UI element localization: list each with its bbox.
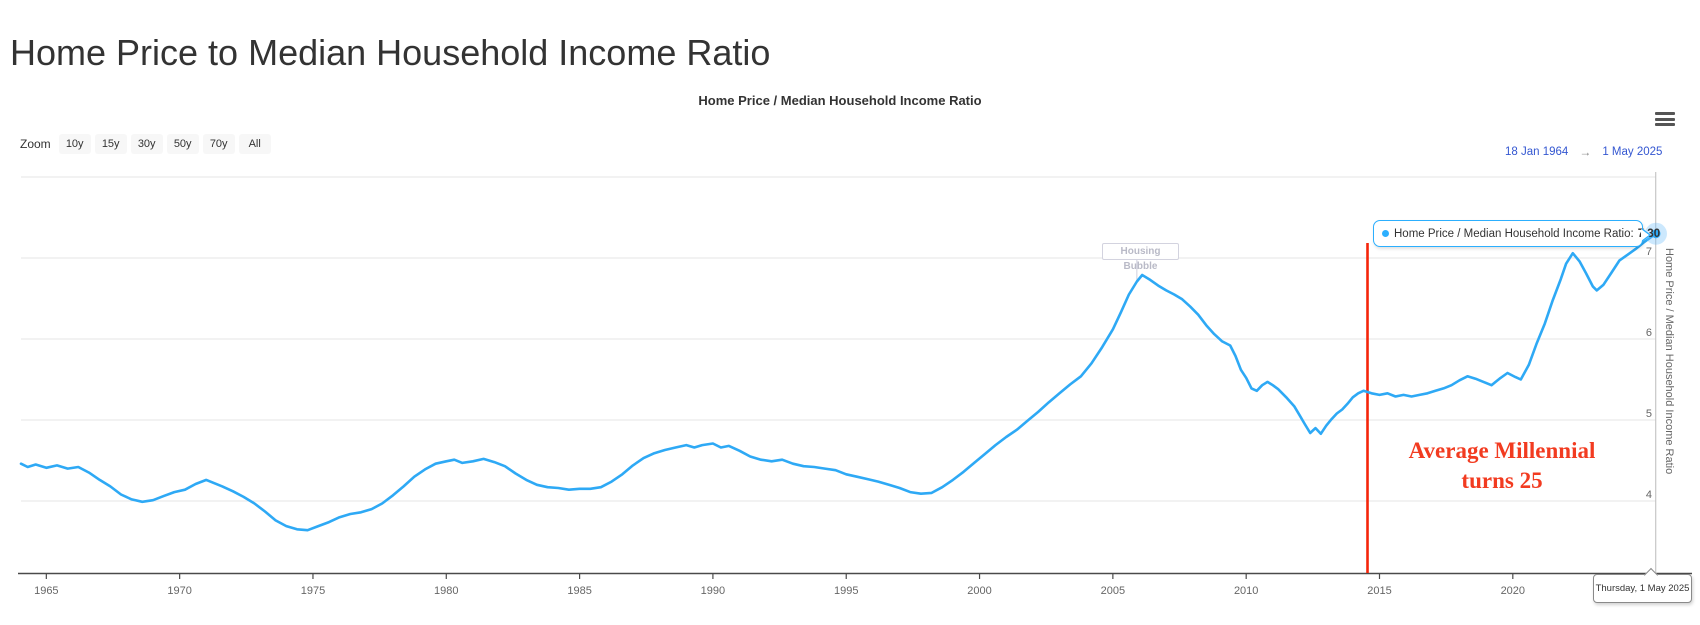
tooltip-callout-arrow (1641, 229, 1649, 241)
x-tick-label: 2005 (1101, 585, 1125, 597)
page-title: Home Price to Median Household Income Ra… (10, 32, 771, 74)
zoom-label: Zoom (20, 137, 51, 151)
crosshair-date-text: Thursday, 1 May 2025 (1595, 583, 1690, 594)
x-tick-label: 1965 (34, 585, 58, 597)
event-annotation-line1: Average Millennial (1408, 438, 1596, 463)
y-tick-label: 5 (1646, 408, 1652, 420)
y-axis-title: Home Price / Median Household Income Rat… (1663, 248, 1675, 475)
series-line[interactable] (19, 232, 1658, 532)
x-tick-label: 1975 (301, 585, 325, 597)
tooltip-label: Home Price / Median Household Income Rat… (1394, 227, 1634, 240)
housing-bubble-flag: Housing Bubble (1102, 243, 1179, 272)
x-tick-label: 1995 (834, 585, 858, 597)
range-from-input[interactable]: 18 Jan 1964 (1505, 146, 1569, 158)
x-tick-label: 2015 (1367, 585, 1391, 597)
hamburger-bar (1655, 117, 1675, 121)
x-tick-label: 2010 (1234, 585, 1258, 597)
crosshair-date-label: Thursday, 1 May 2025 (1593, 567, 1692, 603)
last-point-marker[interactable] (1651, 229, 1661, 239)
y-tick-label: 4 (1646, 489, 1652, 501)
x-tick-label: 1990 (701, 585, 725, 597)
y-tick-label: 6 (1646, 327, 1652, 339)
hamburger-bar (1655, 123, 1675, 126)
zoom-button-10y[interactable]: 10y (58, 134, 91, 154)
range-selector: 18 Jan 1964 → 1 May 2025 (1505, 145, 1662, 159)
hamburger-menu-icon[interactable] (1655, 112, 1675, 128)
range-arrow-icon: → (1579, 145, 1592, 159)
zoom-toolbar: Zoom 10y 15y 30y 50y 70y All (20, 134, 275, 154)
y-tick-label: 7 (1646, 246, 1652, 258)
zoom-button-50y[interactable]: 50y (166, 134, 199, 154)
x-tick-label: 2020 (1501, 585, 1525, 597)
x-tick-label: 1980 (434, 585, 458, 597)
series-marker-dot-icon (1382, 230, 1389, 237)
zoom-button-30y[interactable]: 30y (130, 134, 163, 154)
event-annotation-text: Average Millennial turns 25 (1377, 436, 1627, 496)
x-tick-label: 1970 (167, 585, 191, 597)
chart-title: Home Price / Median Household Income Rat… (698, 93, 982, 108)
hamburger-bar (1655, 112, 1675, 115)
zoom-button-all[interactable]: All (238, 134, 271, 154)
x-tick-label: 2000 (967, 585, 991, 597)
zoom-button-15y[interactable]: 15y (94, 134, 127, 154)
series-tooltip: Home Price / Median Household Income Rat… (1373, 220, 1660, 247)
event-annotation-line2: turns 25 (1461, 468, 1543, 493)
range-to-input[interactable]: 1 May 2025 (1602, 146, 1663, 158)
x-tick-label: 1985 (567, 585, 591, 597)
zoom-button-70y[interactable]: 70y (202, 134, 235, 154)
